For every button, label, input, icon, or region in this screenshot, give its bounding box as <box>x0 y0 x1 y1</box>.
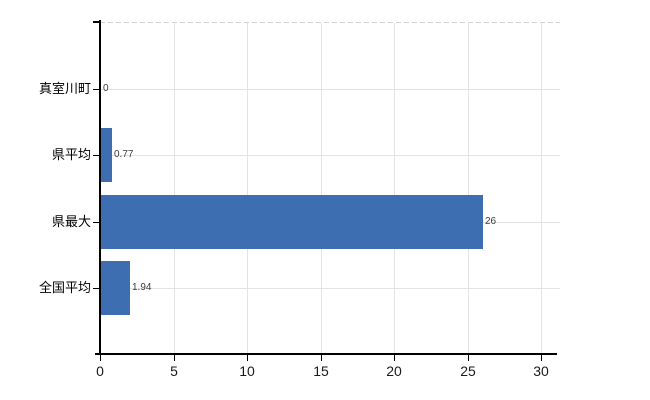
category-label: 県最大 <box>51 214 91 229</box>
bar-value-label: 0 <box>103 83 109 94</box>
gridline-horizontal <box>100 288 560 289</box>
x-axis-tick <box>100 355 101 361</box>
y-axis-tick <box>93 222 100 223</box>
y-axis <box>99 20 101 355</box>
x-axis-tick <box>321 355 322 361</box>
bar <box>101 261 130 315</box>
x-tick-label: 10 <box>239 363 255 379</box>
x-tick-label: 20 <box>386 363 402 379</box>
x-tick-label: 5 <box>170 363 178 379</box>
gridline-vertical <box>174 23 175 354</box>
y-axis-end-tick <box>93 21 100 23</box>
bar-value-label: 1.94 <box>132 282 152 293</box>
gridline-horizontal <box>100 89 560 90</box>
x-axis-tick <box>394 355 395 361</box>
x-axis-tick <box>468 355 469 361</box>
x-tick-label: 15 <box>313 363 329 379</box>
gridline-horizontal <box>100 155 560 156</box>
plot-top-border <box>100 22 560 23</box>
category-label: 県平均 <box>51 147 91 162</box>
gridline-vertical <box>541 23 542 354</box>
gridline-vertical <box>394 23 395 354</box>
category-label: 全国平均 <box>38 280 91 295</box>
x-axis <box>95 353 557 355</box>
x-axis-tick <box>247 355 248 361</box>
y-axis-tick <box>93 155 100 156</box>
gridline-vertical <box>321 23 322 354</box>
x-tick-label: 25 <box>460 363 476 379</box>
y-axis-tick <box>93 288 100 289</box>
bar-value-label: 26 <box>485 216 497 227</box>
x-tick-label: 30 <box>533 363 549 379</box>
category-label: 真室川町 <box>38 81 91 96</box>
bar <box>101 195 483 249</box>
bar <box>101 128 112 182</box>
gridline-vertical <box>247 23 248 354</box>
x-axis-tick <box>541 355 542 361</box>
x-tick-label: 0 <box>96 363 104 379</box>
y-axis-tick <box>93 89 100 90</box>
bar-value-label: 0.77 <box>114 149 134 160</box>
gridline-vertical <box>468 23 469 354</box>
x-axis-tick <box>174 355 175 361</box>
